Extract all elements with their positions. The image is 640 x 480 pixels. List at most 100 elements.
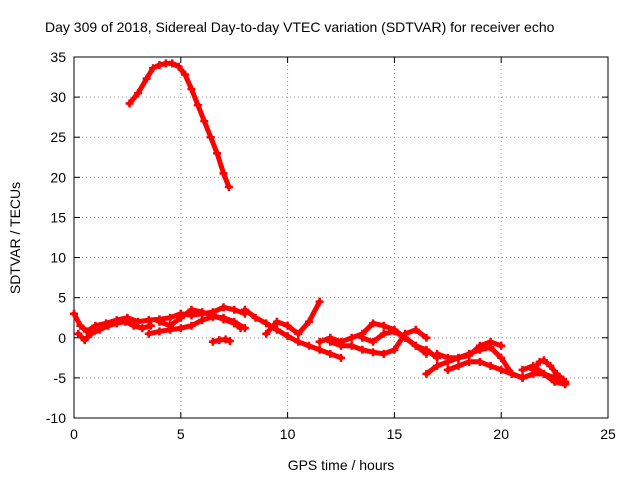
data-point <box>168 59 177 68</box>
data-point <box>326 349 335 358</box>
data-point <box>225 336 234 345</box>
series-line-arc-b <box>75 319 154 343</box>
x-tick-label: 0 <box>70 426 78 442</box>
data-point <box>294 337 303 346</box>
data-point <box>187 321 196 330</box>
plot-frame <box>73 56 609 419</box>
axes: 0 5 10 15 20 25 -10 -5 0 5 10 15 20 25 30 35 <box>46 49 616 442</box>
data-point <box>422 333 431 342</box>
y-tick-label: 30 <box>50 89 66 105</box>
data-point <box>369 319 378 328</box>
y-tick-label: 5 <box>58 290 66 306</box>
data-point <box>422 369 431 378</box>
data-point <box>82 327 91 336</box>
data-point <box>221 335 230 344</box>
data-point <box>326 337 335 346</box>
data-point <box>304 317 313 326</box>
data-point <box>539 356 548 365</box>
data-point <box>134 89 143 98</box>
data-point <box>149 64 158 73</box>
data-point <box>550 377 559 386</box>
y-tick-label: 0 <box>58 330 66 346</box>
data-point <box>224 182 233 191</box>
data-point <box>219 315 228 324</box>
data-point <box>379 349 388 358</box>
data-point <box>337 353 345 362</box>
data-point <box>146 321 155 330</box>
data-point <box>475 341 484 350</box>
data-point <box>507 369 516 378</box>
data-point <box>240 305 249 314</box>
data-point <box>144 316 153 325</box>
data-point <box>535 357 544 366</box>
data-point <box>142 74 151 83</box>
data-point <box>208 337 217 346</box>
data-point <box>236 324 245 333</box>
data-point <box>200 117 209 126</box>
data-point <box>518 365 527 374</box>
data-point <box>193 101 202 110</box>
data-point <box>347 333 356 342</box>
data-point <box>198 308 207 317</box>
data-point <box>422 345 431 354</box>
data-point <box>219 303 228 312</box>
chart-title: Day 309 of 2018, Sidereal Day-to-day VTE… <box>45 19 555 35</box>
data-point <box>315 297 324 306</box>
data-point <box>347 341 356 350</box>
data-point <box>138 324 147 333</box>
data-point <box>125 99 134 108</box>
data-point <box>121 317 130 326</box>
y-tick-label: -10 <box>46 410 66 426</box>
data-point <box>272 325 281 334</box>
data-point <box>411 325 420 334</box>
y-tick-label: -5 <box>54 370 67 386</box>
data-point <box>283 321 292 330</box>
data-point <box>529 361 538 370</box>
y-axis-label: SDTVAR / TECUs <box>7 182 23 294</box>
data-point <box>208 311 217 320</box>
data-point <box>230 305 239 314</box>
data-point <box>433 349 442 358</box>
x-tick-label: 5 <box>177 426 185 442</box>
data-point <box>390 327 399 336</box>
series-line-arc-high <box>127 60 232 190</box>
data-point <box>358 333 367 342</box>
data-point <box>294 329 303 338</box>
data-point <box>272 317 281 326</box>
data-point <box>315 337 324 346</box>
data-point <box>144 329 153 338</box>
data-point <box>539 369 548 378</box>
data-point <box>283 332 292 341</box>
data-point <box>198 316 207 325</box>
data-point <box>174 62 183 71</box>
series-line-arc-g <box>263 299 323 337</box>
data-point <box>87 329 96 338</box>
data-point <box>95 325 104 334</box>
data-point <box>112 319 121 328</box>
data-point <box>369 337 378 346</box>
data-point <box>104 321 113 330</box>
data-point <box>546 361 555 370</box>
series-line-arc-f <box>242 307 344 361</box>
data-point <box>369 348 378 357</box>
data-point <box>176 313 185 322</box>
data-point <box>181 70 190 79</box>
series-line-arc-i <box>327 327 429 357</box>
data-point <box>497 353 506 362</box>
data-point <box>155 61 164 70</box>
data-point <box>70 309 78 318</box>
data-point <box>443 353 452 362</box>
data-point <box>411 341 420 350</box>
data-point <box>166 321 175 330</box>
data-point <box>518 373 527 382</box>
x-tick-label: 10 <box>280 426 296 442</box>
data-point <box>129 321 138 330</box>
data-series <box>70 59 570 389</box>
data-point <box>262 329 271 338</box>
y-tick-label: 15 <box>50 209 66 225</box>
data-point <box>443 365 452 374</box>
data-point <box>454 361 463 370</box>
data-point <box>497 365 506 374</box>
data-point <box>80 336 89 345</box>
